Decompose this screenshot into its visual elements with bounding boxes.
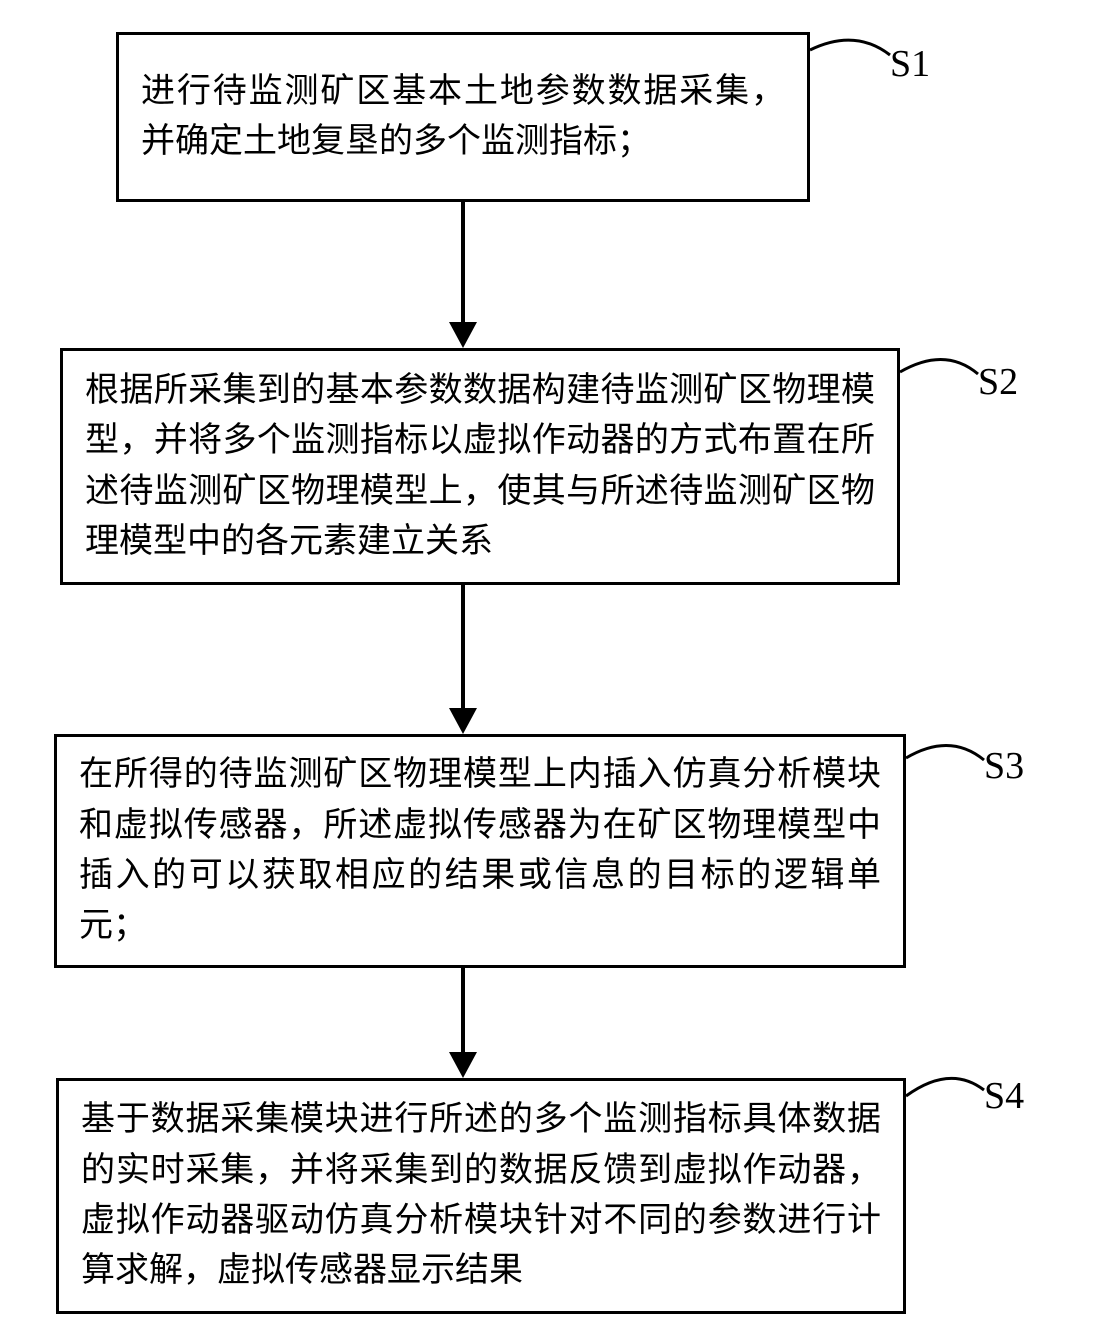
step-label-s1: S1 (890, 42, 930, 86)
node-text-s4: 基于数据采集模块进行所述的多个监测指标具体数据的实时采集，并将采集到的数据反馈到… (81, 1095, 881, 1296)
flow-node-s3: 在所得的待监测矿区物理模型上内插入仿真分析模块和虚拟传感器，所述虚拟传感器为在矿… (54, 734, 906, 968)
step-label-s4: S4 (984, 1074, 1024, 1118)
flow-node-s1: 进行待监测矿区基本土地参数数据采集，并确定土地复垦的多个监测指标； (116, 32, 810, 202)
node-text-s3: 在所得的待监测矿区物理模型上内插入仿真分析模块和虚拟传感器，所述虚拟传感器为在矿… (79, 750, 881, 951)
arrow-shaft-0 (461, 202, 465, 322)
step-label-s3: S3 (984, 744, 1024, 788)
arrow-head-0 (449, 322, 477, 348)
arrow-shaft-2 (461, 968, 465, 1052)
leader-curve-s1 (806, 24, 894, 59)
flowchart-canvas: 进行待监测矿区基本土地参数数据采集，并确定土地复垦的多个监测指标； S1 根据所采集… (0, 0, 1103, 1344)
node-text-s1: 进行待监测矿区基本土地参数数据采集，并确定土地复垦的多个监测指标； (141, 67, 785, 168)
step-label-s2: S2 (978, 360, 1018, 404)
leader-curve-s3 (902, 728, 988, 764)
leader-curve-s2 (896, 342, 982, 378)
leader-curve-s4 (902, 1060, 988, 1100)
node-text-s2: 根据所采集到的基本参数数据构建待监测矿区物理模型，并将多个监测指标以虚拟作动器的… (85, 366, 875, 567)
arrow-shaft-1 (461, 585, 465, 708)
arrow-head-1 (449, 708, 477, 734)
flow-node-s2: 根据所采集到的基本参数数据构建待监测矿区物理模型，并将多个监测指标以虚拟作动器的… (60, 348, 900, 585)
flow-node-s4: 基于数据采集模块进行所述的多个监测指标具体数据的实时采集，并将采集到的数据反馈到… (56, 1078, 906, 1314)
arrow-head-2 (449, 1052, 477, 1078)
